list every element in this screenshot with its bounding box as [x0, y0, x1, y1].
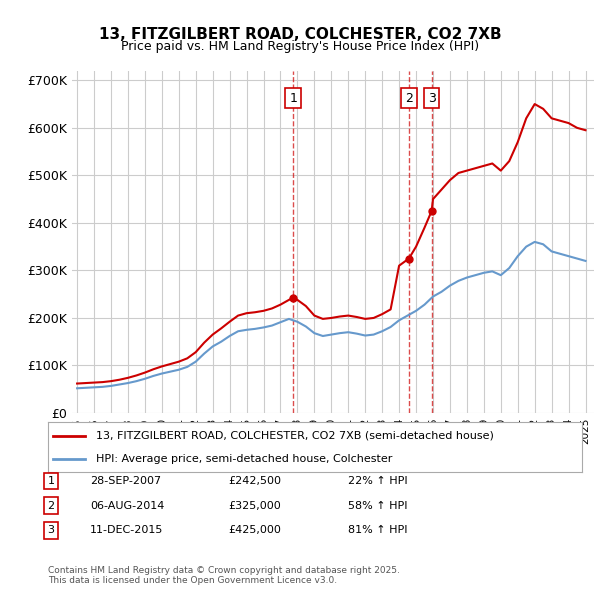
- Text: 1: 1: [289, 91, 297, 104]
- Text: 3: 3: [47, 526, 55, 535]
- Text: £425,000: £425,000: [228, 526, 281, 535]
- Text: 1: 1: [47, 476, 55, 486]
- Text: HPI: Average price, semi-detached house, Colchester: HPI: Average price, semi-detached house,…: [96, 454, 392, 464]
- Text: 2: 2: [47, 501, 55, 510]
- Text: 11-DEC-2015: 11-DEC-2015: [90, 526, 163, 535]
- Text: 06-AUG-2014: 06-AUG-2014: [90, 501, 164, 510]
- Text: £242,500: £242,500: [228, 476, 281, 486]
- Text: 81% ↑ HPI: 81% ↑ HPI: [348, 526, 407, 535]
- Text: 28-SEP-2007: 28-SEP-2007: [90, 476, 161, 486]
- Text: 13, FITZGILBERT ROAD, COLCHESTER, CO2 7XB (semi-detached house): 13, FITZGILBERT ROAD, COLCHESTER, CO2 7X…: [96, 431, 494, 441]
- Text: 58% ↑ HPI: 58% ↑ HPI: [348, 501, 407, 510]
- Text: 3: 3: [428, 91, 436, 104]
- Text: Price paid vs. HM Land Registry's House Price Index (HPI): Price paid vs. HM Land Registry's House …: [121, 40, 479, 53]
- Text: £325,000: £325,000: [228, 501, 281, 510]
- Text: 22% ↑ HPI: 22% ↑ HPI: [348, 476, 407, 486]
- Text: Contains HM Land Registry data © Crown copyright and database right 2025.
This d: Contains HM Land Registry data © Crown c…: [48, 566, 400, 585]
- Text: 2: 2: [405, 91, 413, 104]
- Text: 13, FITZGILBERT ROAD, COLCHESTER, CO2 7XB: 13, FITZGILBERT ROAD, COLCHESTER, CO2 7X…: [98, 27, 502, 41]
